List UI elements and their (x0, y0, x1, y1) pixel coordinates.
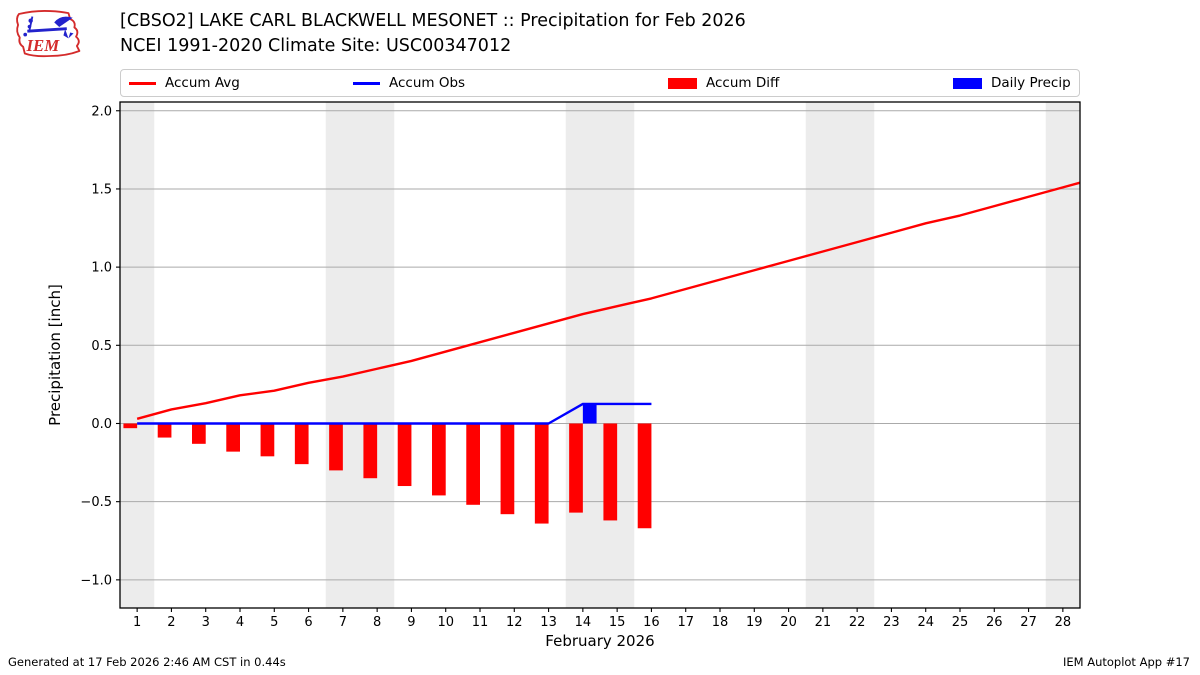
x-tick-label: 28 (1055, 615, 1072, 630)
legend-label: Accum Obs (389, 75, 466, 91)
accum-obs-swatch-icon (353, 81, 380, 85)
x-tick-label: 16 (643, 615, 660, 630)
weekend-band (325, 102, 395, 608)
x-tick-label: 20 (780, 615, 797, 630)
accum-diff-bar (192, 423, 206, 444)
y-tick-label: −1.0 (80, 573, 112, 588)
page-title: [CBSO2] LAKE CARL BLACKWELL MESONET :: P… (120, 11, 746, 31)
x-axis-label: February 2026 (545, 632, 654, 650)
x-tick-label: 9 (407, 615, 415, 630)
x-tick-label: 13 (540, 615, 557, 630)
x-tick-label: 10 (437, 615, 454, 630)
accum-diff-bar (226, 423, 240, 452)
accum-diff-bar (157, 423, 172, 438)
y-axis-label: Precipitation [inch] (46, 284, 64, 426)
x-tick-label: 11 (472, 615, 489, 630)
accum-diff-bar (329, 423, 343, 471)
accum-obs-line (137, 402, 652, 425)
weather-vane-icon (23, 16, 74, 39)
x-tick-label: 14 (575, 615, 592, 630)
y-tick-label: 0.0 (91, 417, 112, 432)
page-subtitle: NCEI 1991-2020 Climate Site: USC00347012 (120, 36, 512, 56)
accum-diff-bar (500, 423, 515, 515)
accum-diff-bar (569, 423, 583, 513)
x-tick-label: 12 (506, 615, 523, 630)
y-tick-label: 1.5 (91, 182, 112, 197)
legend-label: Daily Precip (991, 75, 1071, 91)
accum-diff-bar (363, 423, 378, 479)
legend-label: Accum Diff (706, 75, 780, 91)
x-tick-label: 24 (917, 615, 934, 630)
generated-timestamp: Generated at 17 Feb 2026 2:46 AM CST in … (8, 655, 286, 669)
weekend-band (120, 102, 155, 608)
x-tick-label: 5 (270, 615, 278, 630)
accum-avg-line (136, 181, 1081, 420)
x-tick-label: 26 (986, 615, 1003, 630)
logo-text: IEM (25, 36, 60, 55)
plot-border (119, 101, 1081, 609)
x-tick-label: 21 (815, 615, 832, 630)
weekend-band (805, 102, 875, 608)
daily-precip-bar (582, 403, 597, 424)
x-tick-label: 17 (677, 615, 694, 630)
x-tick-label: 27 (1020, 615, 1037, 630)
x-tick-label: 25 (952, 615, 969, 630)
accum-diff-bar (397, 423, 412, 487)
iem-logo: IEM (16, 9, 81, 58)
app-credit: IEM Autoplot App #17 (1062, 655, 1190, 669)
x-tick-label: 23 (883, 615, 900, 630)
x-tick-label: 18 (712, 615, 729, 630)
legend-label: Accum Avg (165, 75, 240, 91)
weekend-band (565, 102, 635, 608)
legend-item-accum-avg: Accum Avg (129, 70, 240, 96)
legend-item-accum-obs: Accum Obs (353, 70, 465, 96)
x-tick-label: 6 (304, 615, 312, 630)
x-tick-label: 3 (202, 615, 210, 630)
x-tick-label: 1 (133, 615, 141, 630)
accum-diff-swatch-icon (668, 77, 697, 89)
y-tick-label: −0.5 (80, 495, 112, 510)
x-tick-label: 4 (236, 615, 244, 630)
x-tick-label: 19 (746, 615, 763, 630)
chart-title-block: [CBSO2] LAKE CARL BLACKWELL MESONET :: P… (120, 9, 746, 59)
y-tick-label: 2.0 (91, 104, 112, 119)
accum-diff-bar (260, 423, 275, 457)
accum-diff-bar (603, 423, 618, 521)
x-tick-label: 2 (167, 615, 175, 630)
legend-item-accum-diff: Accum Diff (668, 70, 779, 96)
weekend-band (1045, 102, 1080, 608)
daily-precip-swatch-icon (953, 77, 982, 89)
x-tick-label: 8 (373, 615, 381, 630)
y-tick-label: 1.0 (91, 261, 112, 276)
accum-diff-bar (432, 423, 446, 496)
legend-item-daily-precip: Daily Precip (953, 70, 1071, 96)
chart-legend: Accum Avg Accum Obs Accum Diff Daily Precip (120, 69, 1080, 97)
accum-diff-bar (466, 423, 480, 505)
accum-avg-swatch-icon (129, 81, 156, 85)
x-tick-label: 22 (849, 615, 866, 630)
accum-diff-bar (294, 423, 309, 465)
accum-diff-bar (534, 423, 549, 524)
accum-diff-bar (123, 423, 138, 429)
y-tick-label: 0.5 (91, 339, 112, 354)
x-tick-label: 15 (609, 615, 626, 630)
accum-diff-bar (637, 423, 652, 529)
x-tick-label: 7 (339, 615, 347, 630)
